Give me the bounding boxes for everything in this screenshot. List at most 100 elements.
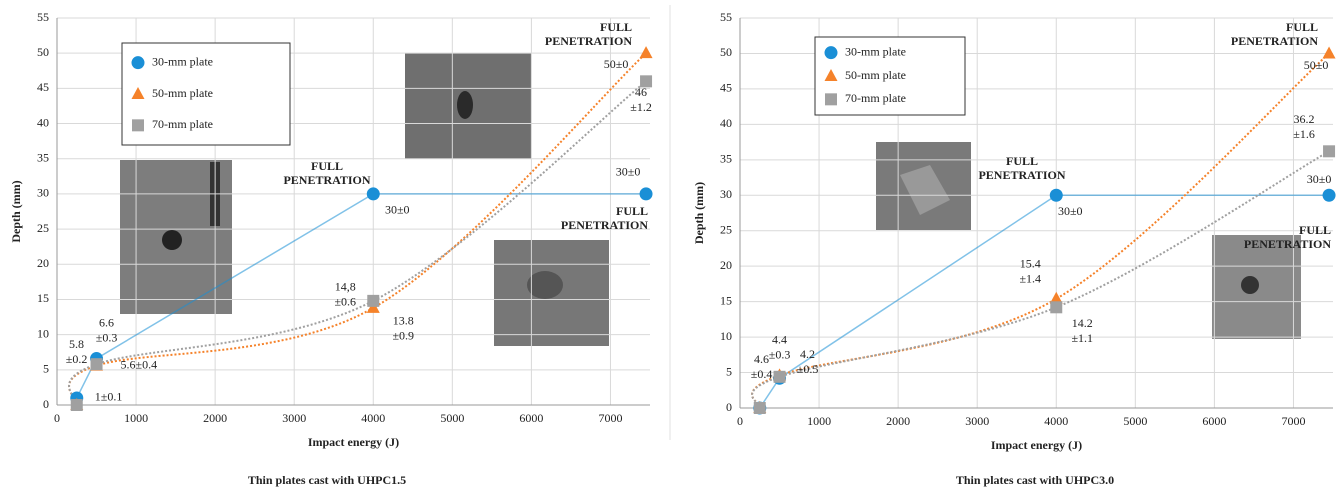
value-label: 15.4 (1020, 257, 1041, 271)
annotation: PENETRATION (283, 173, 370, 187)
point (90, 358, 103, 371)
value-label: 4.6 (754, 352, 769, 366)
value-label: 36.2 (1294, 112, 1315, 126)
x-tick-label: 5000 (1123, 414, 1147, 428)
legend-label: 70-mm plate (152, 117, 213, 131)
legend-label: 30-mm plate (152, 54, 213, 68)
y-tick-label: 10 (720, 329, 732, 343)
x-tick-label: 1000 (807, 414, 831, 428)
y-tick-label: 15 (720, 293, 732, 307)
value-label: ±1.6 (1293, 127, 1315, 141)
legend-marker (824, 69, 838, 81)
point (753, 402, 766, 414)
value-label: ±1.1 (1071, 331, 1093, 345)
annotation: PENETRATION (978, 168, 1065, 182)
legend-label: 30-mm plate (845, 44, 906, 58)
value-label: 30±0 (385, 203, 410, 217)
y-tick-label: 5 (726, 364, 732, 378)
value-label: ±0.3 (96, 330, 118, 344)
point (1323, 145, 1336, 158)
annotation: FULL (1006, 154, 1038, 168)
value-label: 13.8 (393, 314, 414, 328)
x-tick-label: 0 (54, 411, 60, 425)
point (367, 294, 380, 307)
photo-hole (162, 230, 182, 250)
photo-hole (457, 91, 473, 119)
point (1049, 291, 1063, 304)
point (366, 300, 380, 313)
y-tick-label: 40 (37, 115, 49, 129)
point (1322, 188, 1336, 202)
value-label: 5.8 (69, 337, 84, 351)
x-tick-label: 3000 (965, 414, 989, 428)
value-label: 50±0 (604, 57, 629, 71)
annotation: FULL (1286, 20, 1318, 34)
value-label: 30±0 (1307, 172, 1332, 186)
value-label: 6.6 (99, 315, 114, 329)
y-tick-label: 10 (37, 326, 49, 340)
value-label: ±1.4 (1019, 272, 1041, 286)
y-tick-label: 45 (720, 81, 732, 95)
y-tick-label: 30 (720, 187, 732, 201)
value-label: ±1.2 (630, 100, 652, 114)
y-tick-label: 45 (37, 80, 49, 94)
legend-marker (132, 119, 144, 132)
value-label: 1±0.1 (95, 390, 123, 404)
point (640, 75, 653, 88)
y-tick-label: 20 (37, 256, 49, 270)
x-tick-label: 5000 (440, 411, 464, 425)
x-axis-label: Impact energy (J) (308, 435, 399, 449)
series-line (751, 150, 1330, 409)
point (1322, 46, 1336, 59)
chart-title: Thin plates cast with UHPC1.5 (248, 473, 406, 487)
x-tick-label: 3000 (282, 411, 306, 425)
x-tick-label: 2000 (203, 411, 227, 425)
photo-spall (527, 271, 563, 299)
value-label: ±0.5 (797, 362, 819, 376)
legend-marker (131, 87, 145, 99)
chart-title: Thin plates cast with UHPC3.0 (956, 473, 1114, 487)
value-label: ±0.3 (769, 348, 791, 362)
y-tick-label: 15 (37, 291, 49, 305)
y-tick-label: 35 (720, 152, 732, 166)
legend-box (121, 42, 291, 146)
annotation: FULL (311, 159, 343, 173)
legend-label: 50-mm plate (152, 86, 213, 100)
value-label: ±0.2 (66, 352, 88, 366)
point (639, 46, 653, 59)
y-tick-label: 50 (720, 45, 732, 59)
value-label: 14.2 (1072, 316, 1093, 330)
value-label: ±0.6 (334, 295, 356, 309)
annotation: PENETRATION (561, 218, 648, 232)
x-tick-label: 6000 (519, 411, 543, 425)
value-label: 5.6±0.4 (121, 357, 158, 371)
y-axis-label: Depth (mm) (9, 180, 23, 242)
y-tick-label: 0 (43, 397, 49, 411)
x-tick-label: 4000 (361, 411, 385, 425)
value-label: 30±0 (616, 165, 641, 179)
legend-box (814, 36, 966, 116)
x-tick-label: 1000 (124, 411, 148, 425)
series-line (759, 194, 1330, 409)
x-tick-label: 4000 (1044, 414, 1068, 428)
x-tick-label: 0 (737, 414, 743, 428)
legend-label: 50-mm plate (845, 68, 906, 82)
legend-marker (131, 56, 145, 70)
value-label: 46 (635, 85, 647, 99)
series-line (751, 52, 1330, 409)
x-tick-label: 2000 (886, 414, 910, 428)
annotation: PENETRATION (1231, 34, 1318, 48)
series-line (76, 193, 647, 399)
x-axis-label: Impact energy (J) (991, 438, 1082, 452)
value-label: ±0.4 (751, 367, 773, 381)
value-label: 4.4 (772, 333, 787, 347)
y-tick-label: 25 (720, 222, 732, 236)
photo-crack (900, 165, 950, 215)
annotation: FULL (600, 20, 632, 34)
value-label: 14,8 (335, 280, 356, 294)
annotation: FULL (1299, 223, 1331, 237)
value-label: ±0.9 (392, 329, 414, 343)
annotation: FULL (616, 204, 648, 218)
annotation: PENETRATION (1244, 237, 1331, 251)
y-tick-label: 50 (37, 45, 49, 59)
